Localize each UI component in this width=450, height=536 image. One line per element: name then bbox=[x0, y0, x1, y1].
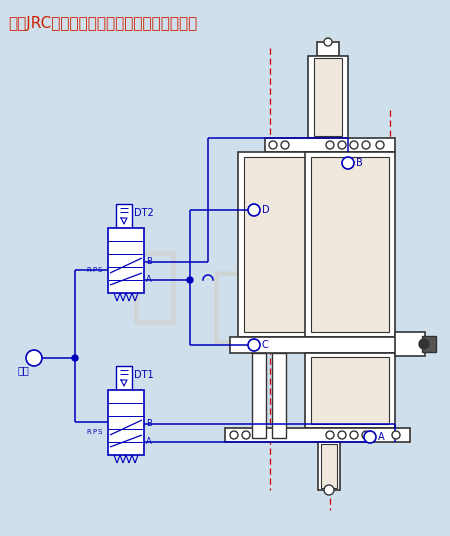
Bar bbox=[311, 357, 389, 424]
Circle shape bbox=[392, 431, 400, 439]
Text: 玖: 玖 bbox=[130, 246, 180, 327]
Circle shape bbox=[342, 157, 354, 169]
Circle shape bbox=[72, 355, 78, 361]
Circle shape bbox=[376, 141, 384, 149]
Circle shape bbox=[338, 431, 346, 439]
Circle shape bbox=[350, 141, 358, 149]
Circle shape bbox=[364, 431, 376, 443]
Bar bbox=[321, 444, 337, 488]
Text: 气源: 气源 bbox=[18, 365, 30, 375]
Circle shape bbox=[326, 141, 334, 149]
Circle shape bbox=[248, 339, 260, 351]
Text: P: P bbox=[92, 429, 96, 435]
Circle shape bbox=[338, 141, 346, 149]
Bar bbox=[238, 152, 328, 337]
Bar bbox=[116, 366, 132, 390]
Text: B: B bbox=[146, 420, 152, 428]
Text: P: P bbox=[92, 267, 96, 273]
Bar bbox=[314, 58, 342, 136]
Text: S: S bbox=[98, 429, 103, 435]
Bar bbox=[318, 442, 340, 490]
Bar bbox=[225, 428, 410, 442]
Circle shape bbox=[362, 141, 370, 149]
Text: S: S bbox=[98, 267, 103, 273]
Circle shape bbox=[324, 485, 334, 495]
Circle shape bbox=[248, 204, 260, 216]
Text: 容: 容 bbox=[210, 266, 260, 347]
Bar bbox=[116, 204, 132, 228]
Circle shape bbox=[242, 431, 250, 439]
Text: R: R bbox=[86, 429, 91, 435]
Text: B: B bbox=[146, 257, 152, 266]
Text: DT2: DT2 bbox=[134, 208, 154, 218]
Bar bbox=[108, 228, 144, 293]
Circle shape bbox=[26, 350, 42, 366]
Circle shape bbox=[326, 431, 334, 439]
Circle shape bbox=[419, 339, 429, 349]
Bar bbox=[230, 337, 400, 353]
Text: A: A bbox=[146, 276, 152, 285]
Circle shape bbox=[362, 431, 370, 439]
Text: A: A bbox=[146, 437, 152, 446]
Bar bbox=[305, 152, 395, 337]
Circle shape bbox=[350, 431, 358, 439]
Bar bbox=[317, 42, 339, 56]
Text: 玖容JRC总行程可调型气液增压缸气路连接图: 玖容JRC总行程可调型气液增压缸气路连接图 bbox=[8, 16, 197, 31]
Bar bbox=[272, 353, 286, 438]
Bar bbox=[252, 353, 266, 438]
Circle shape bbox=[269, 141, 277, 149]
Bar bbox=[308, 56, 348, 138]
Text: D: D bbox=[262, 205, 270, 215]
Bar bbox=[422, 336, 436, 352]
Circle shape bbox=[281, 141, 289, 149]
Bar bbox=[108, 390, 144, 455]
Text: B: B bbox=[356, 158, 363, 168]
Circle shape bbox=[324, 38, 332, 46]
Bar bbox=[265, 138, 395, 152]
Text: C: C bbox=[262, 340, 269, 350]
Text: R: R bbox=[86, 267, 91, 273]
Circle shape bbox=[230, 431, 238, 439]
Bar bbox=[395, 332, 425, 356]
Circle shape bbox=[187, 277, 193, 283]
Bar bbox=[311, 157, 389, 332]
Bar bbox=[305, 353, 395, 428]
Text: A: A bbox=[378, 432, 385, 442]
Bar bbox=[244, 157, 322, 332]
Text: DT1: DT1 bbox=[134, 370, 153, 380]
